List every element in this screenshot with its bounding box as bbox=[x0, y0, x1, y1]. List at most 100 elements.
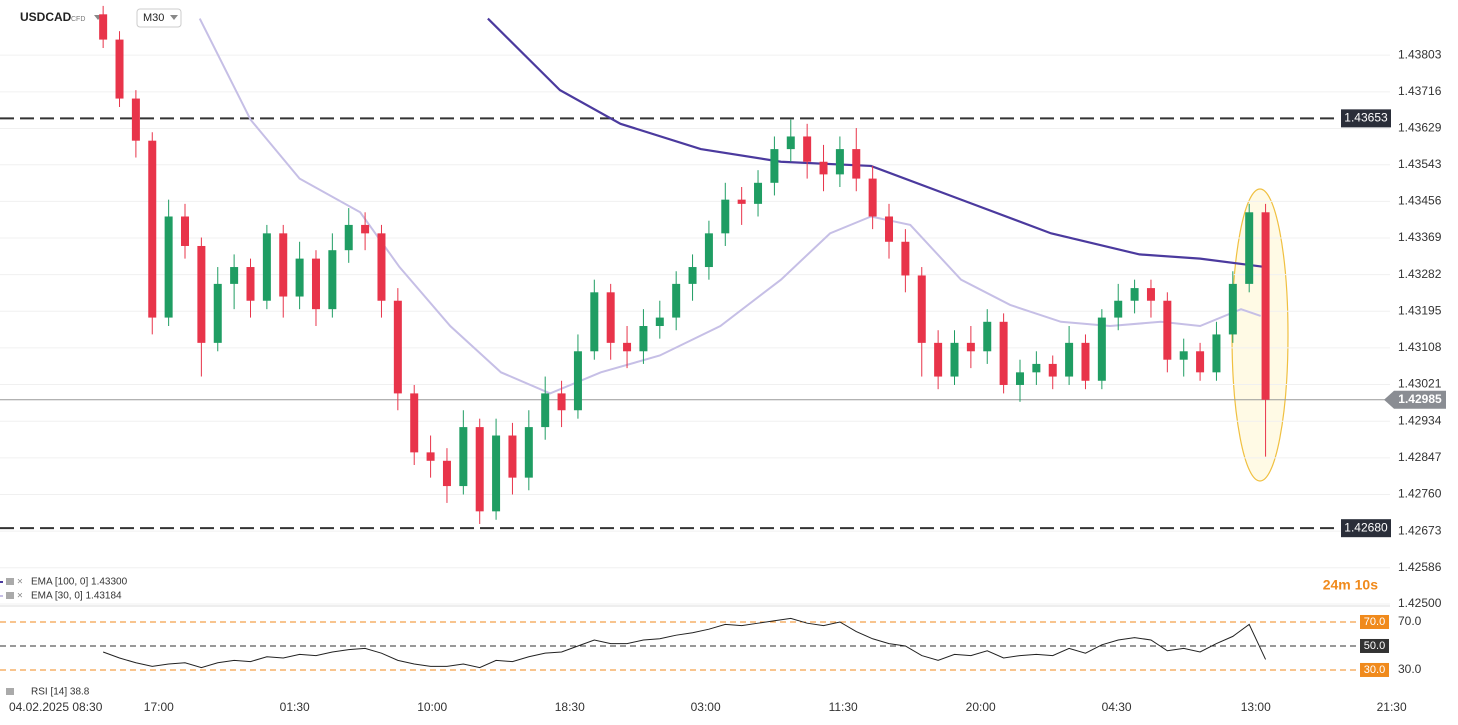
timeframe[interactable]: M30 bbox=[143, 12, 164, 24]
level-label: 1.42680 bbox=[1344, 520, 1388, 534]
x-tick-label: 13:00 bbox=[1241, 700, 1271, 714]
rsi-tick-label: 30.0 bbox=[1398, 662, 1422, 676]
candle-body bbox=[131, 98, 140, 141]
candle-body bbox=[721, 199, 730, 234]
candle-body bbox=[181, 216, 190, 246]
candle-body bbox=[1032, 363, 1041, 373]
candle-body bbox=[1081, 342, 1090, 381]
candle-body bbox=[115, 39, 124, 99]
y-tick-label: 1.43803 bbox=[1398, 47, 1442, 61]
candle-body bbox=[557, 393, 566, 411]
candle-body bbox=[246, 267, 255, 301]
candle-body bbox=[901, 241, 910, 276]
rsi-legend: RSI [14] 38.8 bbox=[31, 687, 90, 698]
candle-body bbox=[524, 427, 533, 478]
candle-body bbox=[819, 161, 828, 175]
candle-body bbox=[1261, 212, 1270, 400]
candle-body bbox=[606, 292, 615, 343]
y-tick-label: 1.43369 bbox=[1398, 230, 1442, 244]
candle-body bbox=[442, 460, 451, 487]
rsi-level-label: 50.0 bbox=[1364, 640, 1385, 652]
last-price-box bbox=[1384, 390, 1446, 409]
candle-body bbox=[868, 178, 877, 217]
candle-body bbox=[754, 182, 763, 204]
x-tick-label: 10:00 bbox=[417, 700, 447, 714]
highlight bbox=[1231, 188, 1289, 482]
x-tick-label: 11:30 bbox=[829, 700, 858, 714]
legend-entry: EMA [100, 0] 1.43300 bbox=[31, 577, 128, 588]
y-tick-label: 1.43108 bbox=[1398, 340, 1442, 354]
y-tick-label: 1.42847 bbox=[1398, 450, 1442, 464]
candle-body bbox=[459, 427, 468, 487]
x-tick-label: 18:30 bbox=[555, 700, 585, 714]
candle-body bbox=[1048, 363, 1057, 377]
y-tick-label: 1.43629 bbox=[1398, 121, 1442, 135]
candle-body bbox=[262, 233, 271, 301]
legend-icon bbox=[6, 688, 14, 695]
x-tick-label: 17:00 bbox=[144, 700, 174, 714]
level-label: 1.43653 bbox=[1344, 111, 1388, 125]
y-tick-label: 1.42673 bbox=[1398, 523, 1442, 537]
candle-body bbox=[1228, 283, 1237, 335]
candle-body bbox=[361, 224, 370, 234]
candle-body bbox=[672, 283, 681, 318]
legend-icon bbox=[6, 592, 14, 599]
timeframe-arrow bbox=[170, 15, 178, 20]
candle-body bbox=[164, 216, 173, 318]
legend-entry: EMA [30, 0] 1.43184 bbox=[31, 591, 122, 602]
candle-body bbox=[639, 326, 648, 352]
candle-body bbox=[1245, 212, 1254, 284]
level-label-box bbox=[1341, 519, 1391, 538]
candle-body bbox=[1179, 351, 1188, 360]
candle-body bbox=[230, 267, 239, 284]
candle-body bbox=[541, 393, 550, 428]
y-tick-label: 1.43456 bbox=[1398, 194, 1442, 208]
y-tick-label: 1.43021 bbox=[1398, 377, 1442, 391]
countdown: 24m 10s bbox=[1323, 577, 1378, 593]
x-tick-label: 03:00 bbox=[691, 700, 721, 714]
rsi-tick-label: 70.0 bbox=[1398, 614, 1422, 628]
x-tick-label: 04.02.2025 08:30 bbox=[9, 700, 103, 714]
candle-body bbox=[426, 452, 435, 461]
candle-body bbox=[508, 435, 517, 478]
candle-body bbox=[1130, 288, 1139, 301]
candle-body bbox=[148, 140, 157, 318]
candle-body bbox=[966, 342, 975, 352]
candle-body bbox=[835, 149, 844, 175]
x-tick-label: 20:00 bbox=[966, 700, 996, 714]
timeframe-button[interactable] bbox=[136, 8, 182, 28]
candle-body bbox=[1212, 334, 1221, 373]
candle-body bbox=[213, 283, 222, 343]
candle-body bbox=[934, 342, 943, 377]
y-tick-label: 1.43282 bbox=[1398, 267, 1442, 281]
y-tick-label: 1.42934 bbox=[1398, 413, 1442, 427]
last-price-label: 1.42985 bbox=[1398, 392, 1442, 406]
candle-body bbox=[344, 224, 353, 251]
rsi-level-label: 70.0 bbox=[1364, 616, 1385, 628]
instrument: CFD bbox=[71, 16, 85, 23]
candle-body bbox=[410, 393, 419, 453]
y-tick-label: 1.42500 bbox=[1398, 596, 1442, 610]
y-tick-label: 1.42586 bbox=[1398, 560, 1442, 574]
candle-body bbox=[1015, 372, 1024, 385]
level-label-box bbox=[1341, 109, 1391, 128]
candle-body bbox=[704, 233, 713, 268]
candle-body bbox=[950, 342, 959, 377]
candle-body bbox=[1097, 317, 1106, 381]
candle-body bbox=[1146, 288, 1155, 301]
x-tick-label: 21:30 bbox=[1377, 700, 1407, 714]
rsi-level-box bbox=[1360, 638, 1389, 653]
candle-body bbox=[492, 435, 501, 512]
candle-body bbox=[328, 250, 337, 310]
rsi-line bbox=[102, 617, 1267, 669]
ema-line bbox=[487, 17, 1266, 269]
candle-body bbox=[197, 245, 206, 343]
candle-body bbox=[311, 258, 320, 310]
candle-body bbox=[688, 267, 697, 284]
candle-body bbox=[983, 321, 992, 352]
candle-body bbox=[475, 427, 484, 512]
candle-body bbox=[279, 233, 288, 297]
candle-body bbox=[623, 342, 632, 352]
candle-body bbox=[803, 136, 812, 162]
candle-body bbox=[393, 300, 402, 394]
